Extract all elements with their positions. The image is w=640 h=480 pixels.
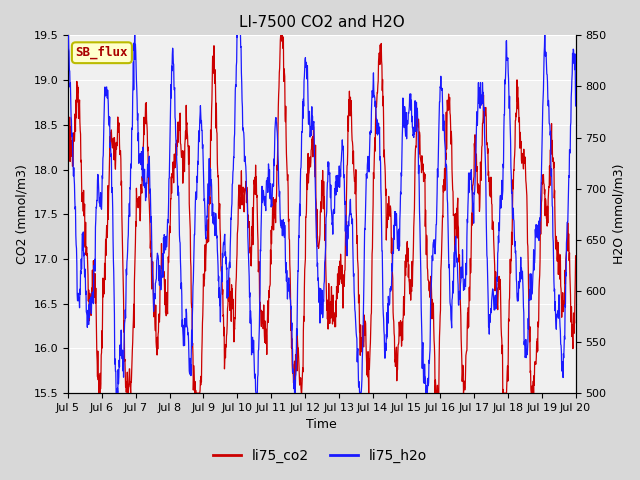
X-axis label: Time: Time xyxy=(307,419,337,432)
Title: LI-7500 CO2 and H2O: LI-7500 CO2 and H2O xyxy=(239,15,404,30)
Y-axis label: H2O (mmol/m3): H2O (mmol/m3) xyxy=(612,164,625,264)
Legend: li75_co2, li75_h2o: li75_co2, li75_h2o xyxy=(207,443,433,468)
Text: SB_flux: SB_flux xyxy=(76,46,128,60)
Y-axis label: CO2 (mmol/m3): CO2 (mmol/m3) xyxy=(15,164,28,264)
